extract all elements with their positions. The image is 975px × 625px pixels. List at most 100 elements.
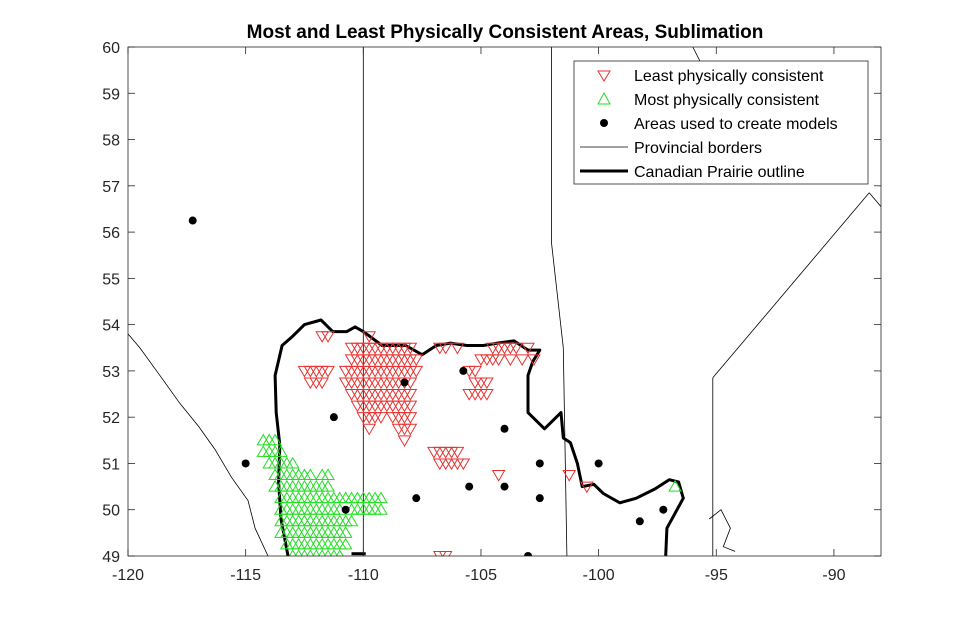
legend-box — [573, 60, 869, 185]
y-tick-label: 59 — [102, 86, 120, 103]
legend-symbol-most-consistent — [597, 91, 611, 105]
y-tick-label: 49 — [102, 549, 120, 566]
most-consistent-marker — [321, 468, 335, 481]
most-consistent-marker — [668, 479, 682, 492]
least-consistent-marker — [397, 435, 412, 448]
x-tick-label: -115 — [230, 567, 261, 584]
model-area-point — [412, 494, 421, 503]
model-area-point — [400, 378, 409, 387]
least-consistent-marker — [403, 389, 418, 401]
least-consistent-marker — [403, 342, 418, 355]
least-consistent-marker — [362, 423, 377, 436]
least-consistent-marker — [479, 389, 494, 401]
axes-box — [127, 46, 882, 557]
model-area-point — [459, 366, 468, 375]
least-consistent-marker — [479, 377, 494, 390]
least-consistent-marker — [374, 412, 388, 424]
provincial-border-line — [708, 509, 736, 552]
most-consistent-marker — [374, 491, 388, 504]
y-tick-label: 53 — [102, 364, 120, 381]
y-tick-label: 58 — [102, 133, 120, 150]
model-area-point — [659, 505, 668, 514]
legend-entry-label: Canadian Prairie outline — [634, 164, 805, 181]
model-area-point — [329, 413, 338, 422]
provincial-border-line — [712, 192, 870, 379]
least-consistent-marker — [450, 446, 465, 459]
marks-layer — [188, 216, 682, 556]
y-tick-label: 51 — [102, 456, 120, 473]
axes-layer: -120 -115 -110 -105 -100 -95 -90 49 50 51 52 53 54 55… — [102, 40, 882, 584]
least-consistent-marker — [468, 365, 482, 378]
legend: Least physically consistent Most physical… — [573, 60, 869, 185]
x-tick-label: -95 — [705, 567, 728, 584]
model-area-point — [188, 216, 197, 225]
y-tick-label: 50 — [102, 503, 120, 520]
least-consistent-marker — [315, 377, 330, 390]
least-consistent-marker — [579, 481, 594, 494]
legend-entry-label: Most physically consistent — [634, 92, 820, 109]
legend-entry-label: Least physically consistent — [634, 68, 824, 85]
least-consistent-marker — [491, 354, 506, 367]
most-consistent-marker — [285, 456, 300, 469]
y-tick-label: 54 — [102, 318, 120, 335]
least-consistent-marker — [321, 365, 335, 378]
least-consistent-marker — [403, 412, 418, 424]
x-tick-label: -110 — [348, 567, 379, 584]
x-tick-label: -120 — [112, 567, 144, 584]
most-consistent-marker — [374, 503, 388, 515]
legend-symbol-model-areas — [600, 119, 608, 127]
least-consistent-marker — [527, 354, 541, 367]
provincial-border-line — [868, 192, 881, 207]
x-tick-label: -100 — [583, 567, 615, 584]
chart-title: Most and Least Physically Consistent Are… — [247, 22, 764, 43]
most-consistent-marker — [338, 537, 353, 550]
least-consistent-marker — [409, 354, 424, 367]
least-consistent-marker — [438, 342, 453, 355]
model-area-point — [635, 517, 644, 526]
least-consistent-marker — [509, 342, 524, 355]
least-consistent-marker — [438, 551, 453, 556]
y-tick-label: 52 — [102, 410, 120, 427]
least-consistent-marker — [409, 365, 424, 378]
most-consistent-marker — [268, 433, 282, 446]
most-consistent-marker — [335, 549, 344, 556]
provincial-border-line — [128, 333, 269, 556]
legend-entry-label: Provincial borders — [634, 140, 762, 157]
most-consistent-marker — [274, 445, 288, 457]
least-consistent-marker — [562, 470, 577, 482]
model-area-point — [535, 459, 544, 468]
legend-entry-label: Areas used to create models — [634, 116, 838, 133]
least-consistent-marker — [450, 342, 465, 355]
y-tick-label: 57 — [102, 179, 120, 196]
model-area-point — [341, 505, 350, 514]
prairie-outline-line — [273, 318, 685, 556]
x-tick-label: -105 — [465, 567, 497, 584]
y-tick-label: 56 — [102, 225, 120, 242]
least-consistent-marker — [521, 342, 535, 355]
model-area-point — [535, 494, 544, 503]
least-consistent-marker — [321, 331, 335, 343]
least-consistent-marker — [403, 400, 418, 413]
most-consistent-marker — [321, 479, 335, 492]
most-consistent-marker — [303, 468, 318, 481]
most-consistent-marker — [338, 526, 353, 538]
model-area-point — [594, 459, 603, 468]
model-area-point — [241, 459, 250, 468]
most-consistent-marker — [344, 514, 359, 527]
least-consistent-marker — [503, 354, 518, 367]
model-area-point — [500, 424, 509, 433]
least-consistent-marker — [456, 458, 471, 471]
least-consistent-marker — [403, 423, 418, 436]
y-tick-label: 55 — [102, 271, 120, 288]
x-tick-label: -90 — [822, 567, 845, 584]
model-area-point — [500, 482, 509, 491]
provincial-border-line — [551, 47, 568, 556]
least-consistent-marker — [515, 354, 530, 367]
least-consistent-marker — [491, 470, 506, 482]
least-consistent-marker — [362, 331, 377, 343]
legend-symbol-least-consistent — [597, 70, 611, 82]
y-tick-label: 60 — [102, 40, 120, 57]
model-area-point — [465, 482, 474, 491]
model-area-point — [524, 552, 533, 556]
